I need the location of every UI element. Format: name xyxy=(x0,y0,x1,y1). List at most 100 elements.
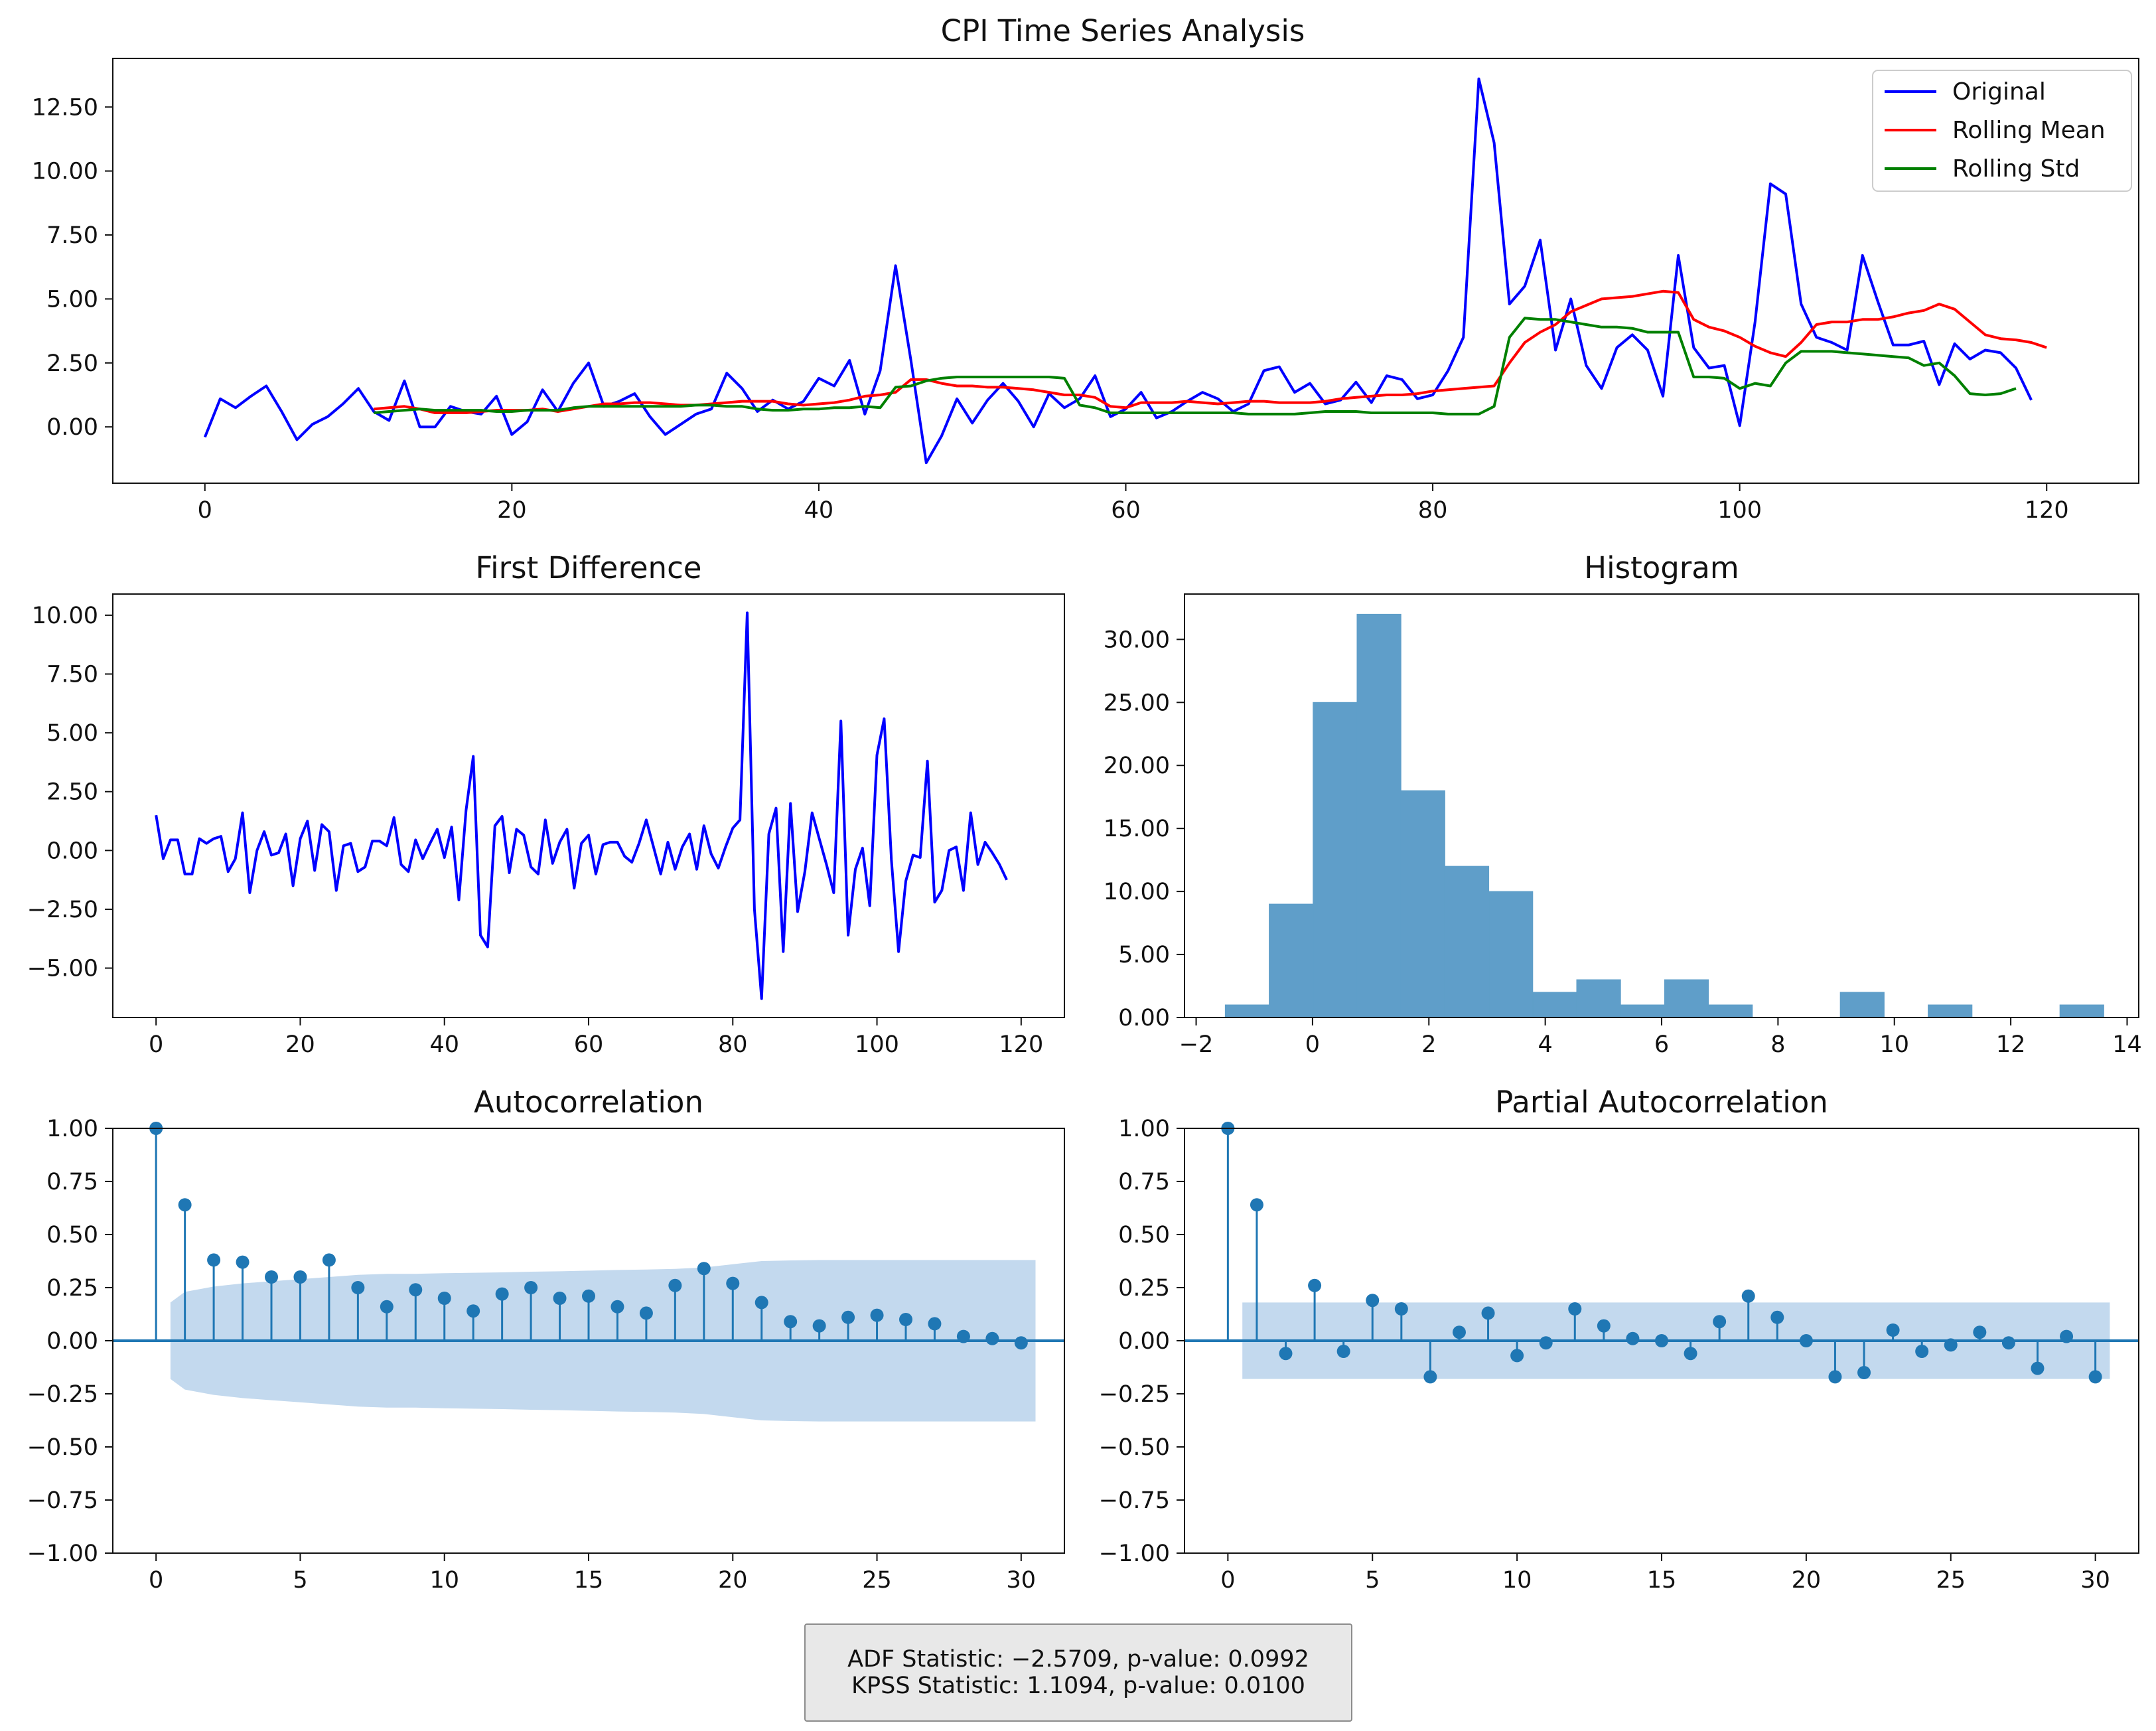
acf-x-tick-label: 10 xyxy=(429,1567,459,1594)
pacf-stem-marker xyxy=(1655,1334,1668,1347)
histogram-x-tick-label: −2 xyxy=(1179,1031,1214,1058)
pacf-stem-marker xyxy=(1279,1347,1293,1361)
histogram-bar xyxy=(1839,992,1885,1018)
pacf-stem-marker xyxy=(1770,1310,1784,1324)
timeseries-x-tick-label: 120 xyxy=(2025,497,2069,524)
histogram-bar xyxy=(1576,979,1621,1018)
pacf-x-tick-label: 10 xyxy=(1502,1567,1532,1594)
pacf-stem-marker xyxy=(1799,1334,1813,1347)
pacf-axes: 0 5 10 15 20 25 30 −1.00 −0.75 −0.50 −0.25 0.00 0.25… xyxy=(1099,1116,2139,1594)
histogram-bar xyxy=(1928,1004,1973,1018)
pacf-y-tick-label: −0.75 xyxy=(1099,1487,1170,1514)
timeseries-y-tick-label: 0.00 xyxy=(46,414,98,441)
histogram-x-tick-label: 8 xyxy=(1770,1031,1785,1058)
acf-axes: 0 5 10 15 20 25 30 −1.00 −0.75 −0.50 −0.25 0.00 0.25… xyxy=(27,1116,1065,1594)
acf-y-tick-label: 0.50 xyxy=(46,1222,98,1248)
histogram-title: Histogram xyxy=(1584,550,1739,585)
acf-stem-marker xyxy=(524,1281,538,1294)
pacf-y-tick-label: −1.00 xyxy=(1099,1541,1170,1567)
pacf-stem-marker xyxy=(1568,1302,1582,1316)
pacf-x-tick-label: 20 xyxy=(1792,1567,1822,1594)
histogram-y-tick-label: 10.00 xyxy=(1104,879,1170,905)
first-difference-y-tick-label: 7.50 xyxy=(46,662,98,688)
legend-label-rolling-std: Rolling Std xyxy=(1952,155,2080,183)
timeseries-y-tick-label: 7.50 xyxy=(46,222,98,249)
acf-stem-marker xyxy=(928,1317,942,1331)
chart-first-difference: 0 20 40 60 80 100 120 −5.00 −2.50 0.00 2.50 5.00 7.5… xyxy=(27,550,1065,1058)
legend: Original Rolling Mean Rolling Std xyxy=(1872,70,2132,192)
histogram-x-tick-label: 6 xyxy=(1654,1031,1669,1058)
acf-y-tick-label: −0.50 xyxy=(27,1434,98,1461)
figure-title: CPI Time Series Analysis xyxy=(941,13,1305,48)
acf-stem-marker xyxy=(668,1278,682,1292)
pacf-y-tick-label: 0.50 xyxy=(1118,1222,1170,1248)
acf-x-tick-label: 0 xyxy=(149,1567,163,1594)
acf-x-tick-label: 25 xyxy=(862,1567,892,1594)
acf-stem-marker xyxy=(322,1253,336,1267)
histogram-y-tick-label: 30.00 xyxy=(1104,627,1170,653)
histogram-y-tick-label: 20.00 xyxy=(1104,753,1170,779)
pacf-stem-marker xyxy=(1423,1370,1437,1384)
histogram-bar xyxy=(1664,979,1709,1018)
axes-frame xyxy=(1184,1128,2139,1554)
acf-x-tick-label: 5 xyxy=(293,1567,307,1594)
acf-x-tick-label: 20 xyxy=(718,1567,748,1594)
histogram-bar xyxy=(2059,1004,2104,1018)
acf-title: Autocorrelation xyxy=(474,1085,703,1120)
pacf-stem-marker xyxy=(1886,1323,1900,1337)
acf-stem-marker xyxy=(467,1304,480,1318)
acf-stem-marker xyxy=(553,1292,567,1305)
pacf-plot-area xyxy=(1185,1122,2139,1384)
pacf-y-tick-label: −0.25 xyxy=(1099,1381,1170,1408)
histogram-bar xyxy=(1400,790,1445,1018)
histogram-bar xyxy=(1488,891,1534,1018)
pacf-stem-marker xyxy=(1366,1294,1380,1308)
axes-frame xyxy=(112,593,1065,1018)
acf-plot-area xyxy=(113,1122,1064,1422)
timeseries-line-rolling-std xyxy=(374,317,2017,415)
histogram-bar xyxy=(1269,903,1314,1018)
acf-stem-marker xyxy=(870,1308,884,1322)
first-difference-x-tick-label: 40 xyxy=(429,1031,459,1058)
timeseries-x-tick-label: 60 xyxy=(1111,497,1141,524)
pacf-y-tick-label: 0.25 xyxy=(1118,1275,1170,1302)
pacf-title: Partial Autocorrelation xyxy=(1495,1085,1828,1120)
histogram-x-tick-label: 12 xyxy=(1996,1031,2026,1058)
acf-stem-marker xyxy=(495,1287,509,1301)
pacf-x-tick-label: 25 xyxy=(1936,1567,1966,1594)
first-difference-x-tick-label: 100 xyxy=(855,1031,899,1058)
acf-stem-marker xyxy=(812,1319,826,1333)
chart-timeseries: 0 20 40 60 80 100 120 0.00 2.50 5.00 7.50 10.00 12.5… xyxy=(32,58,2139,524)
first-difference-y-tick-label: −2.50 xyxy=(27,897,98,923)
histogram-y-tick-label: 15.00 xyxy=(1104,816,1170,842)
pacf-stem-marker xyxy=(1510,1349,1524,1363)
pacf-stem-marker xyxy=(1973,1325,1987,1339)
timeseries-x-tick-label: 100 xyxy=(1717,497,1762,524)
pacf-x-tick-label: 0 xyxy=(1220,1567,1235,1594)
pacf-x-tick-label: 15 xyxy=(1647,1567,1677,1594)
acf-stem-marker xyxy=(351,1281,365,1294)
histogram-x-tick-label: 10 xyxy=(1879,1031,1909,1058)
acf-stem-marker xyxy=(1014,1336,1028,1350)
acf-stem-marker xyxy=(207,1253,221,1267)
acf-y-tick-label: −0.75 xyxy=(27,1487,98,1514)
first-difference-x-tick-label: 0 xyxy=(149,1031,163,1058)
histogram-y-tick-label: 25.00 xyxy=(1104,690,1170,716)
first-difference-y-tick-label: 0.00 xyxy=(46,838,98,864)
acf-y-tick-label: −0.25 xyxy=(27,1381,98,1408)
pacf-stem-marker xyxy=(1944,1338,1958,1352)
pacf-stem-marker xyxy=(1336,1345,1350,1358)
kpss-statistic: KPSS Statistic: 1.1094, p-value: 0.0100 xyxy=(851,1673,1305,1699)
histogram-y-tick-label: 0.00 xyxy=(1118,1005,1170,1031)
pacf-stem-marker xyxy=(1481,1306,1495,1320)
first-difference-plot-area xyxy=(155,611,1008,1000)
acf-stem-marker xyxy=(726,1276,740,1290)
pacf-stem-marker xyxy=(1857,1366,1871,1379)
timeseries-axes: 0 20 40 60 80 100 120 0.00 2.50 5.00 7.50 10.00 12.5… xyxy=(32,58,2139,524)
pacf-stem-marker xyxy=(1394,1302,1408,1316)
first-difference-x-tick-label: 80 xyxy=(718,1031,748,1058)
timeseries-x-tick-label: 80 xyxy=(1418,497,1448,524)
pacf-stem-marker xyxy=(1626,1331,1640,1345)
histogram-bar xyxy=(1356,613,1401,1018)
acf-stem-marker xyxy=(409,1283,423,1297)
